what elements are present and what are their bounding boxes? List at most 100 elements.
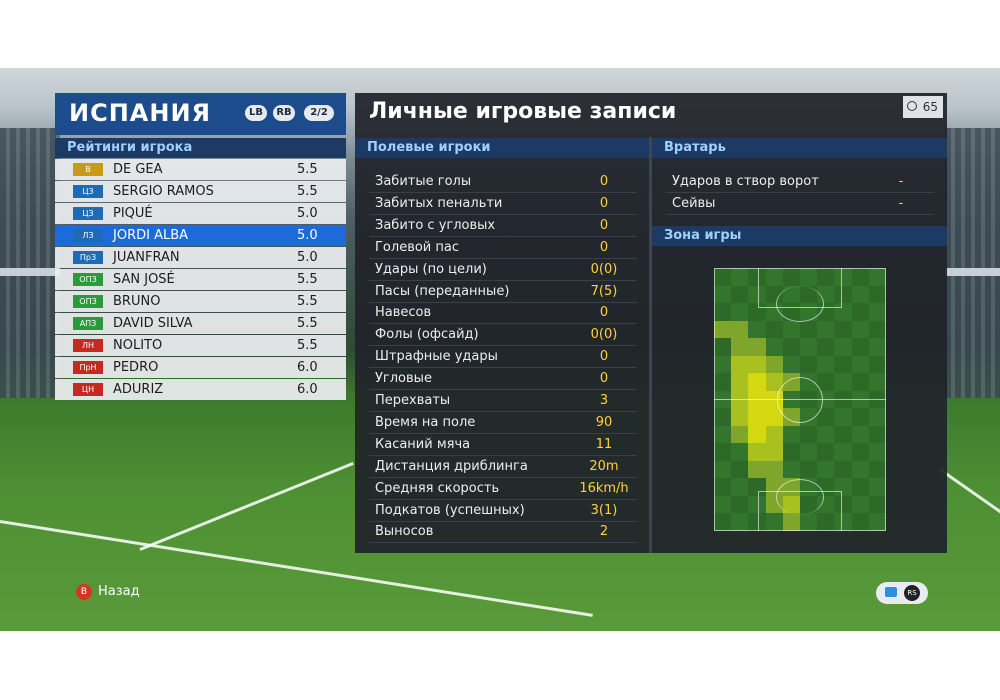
stat-value: 3(1) <box>590 502 618 518</box>
ad-board-right <box>945 268 1000 276</box>
heatmap-cell <box>851 303 870 321</box>
player-row[interactable]: АПЗ DAVID SILVA 5.5 <box>55 313 346 334</box>
player-row[interactable]: ЦН ADURIZ 6.0 <box>55 379 346 400</box>
heatmap-cell <box>851 285 870 304</box>
heatmap-cell <box>714 460 732 479</box>
stat-label: Забитых пенальти <box>375 195 503 211</box>
position-badge: ОПЗ <box>73 295 103 308</box>
heatmap-cell <box>748 373 767 391</box>
b-button-icon[interactable]: B <box>76 584 92 600</box>
chat-control[interactable]: RS <box>876 582 928 604</box>
stat-row: Угловые 0 <box>369 368 637 391</box>
heatmap-cell <box>868 443 886 461</box>
stat-row: Средняя скорость 16km/h <box>369 478 637 500</box>
stat-label: Подкатов (успешных) <box>375 502 525 518</box>
heatmap-cell <box>782 355 801 374</box>
heatmap-cell <box>748 355 767 374</box>
heatmap-cell <box>765 268 784 286</box>
heatmap-cell <box>834 460 853 479</box>
heatmap-cell <box>817 443 835 461</box>
heatmap-cell <box>765 320 784 339</box>
stat-label: Пасы (переданные) <box>375 283 510 299</box>
stat-value: 2 <box>599 524 609 540</box>
stat-label: Перехваты <box>375 393 451 408</box>
heatmap-cell <box>714 513 732 531</box>
zone-header: Зона игры <box>652 226 947 246</box>
heatmap-cell <box>765 373 784 391</box>
player-row[interactable]: ПрН PEDRO 6.0 <box>55 357 346 378</box>
heatmap-cell <box>817 320 835 339</box>
position-badge: ПрН <box>73 361 103 374</box>
heatmap-cell <box>868 495 886 514</box>
heatmap-cell <box>851 425 870 444</box>
heatmap-cell <box>714 285 732 304</box>
heatmap-cell <box>868 373 886 391</box>
heatmap-cell <box>714 443 732 461</box>
player-rating: 5.5 <box>297 184 318 199</box>
chat-icon[interactable] <box>885 587 897 597</box>
penalty-arc-bottom <box>776 479 824 515</box>
lb-button[interactable]: LB <box>245 105 267 121</box>
heatmap-cell <box>731 513 749 531</box>
player-row[interactable]: ОПЗ SAN JOSÉ 5.5 <box>55 269 346 290</box>
heatmap-cell <box>851 495 870 514</box>
player-row[interactable]: ЦЗ PIQUÉ 5.0 <box>55 203 346 224</box>
page-title: Личные игровые записи <box>369 99 677 124</box>
heatmap-cell <box>731 355 749 374</box>
back-label[interactable]: Назад <box>98 584 140 599</box>
heatmap-cell <box>851 338 870 356</box>
player-rating: 5.5 <box>297 316 318 331</box>
stat-value: 7(5) <box>590 283 618 299</box>
stat-row: Штрафные удары 0 <box>369 346 637 369</box>
position-badge: ОПЗ <box>73 273 103 286</box>
heatmap-cell <box>782 443 801 461</box>
heatmap-cell <box>731 478 749 496</box>
player-name: ADURIZ <box>113 382 164 397</box>
heatmap-cell <box>868 478 886 496</box>
panel-divider <box>649 137 652 553</box>
heatmap-cell <box>800 513 818 531</box>
player-row[interactable]: ПрЗ JUANFRAN 5.0 <box>55 247 346 268</box>
heatmap-cell <box>834 408 853 426</box>
heatmap-cell <box>817 513 835 531</box>
heatmap-cell <box>868 513 886 531</box>
stat-value: 0(0) <box>590 327 618 343</box>
heatmap-cell <box>748 268 767 286</box>
heatmap-cell <box>748 320 767 339</box>
heatmap-cell <box>817 408 835 426</box>
player-name: PEDRO <box>113 360 159 375</box>
heatmap-cell <box>817 355 835 374</box>
heatmap-cell <box>731 303 749 321</box>
heatmap-cell <box>731 320 749 339</box>
heatmap-cell <box>834 373 853 391</box>
player-row[interactable]: ЦЗ SERGIO RAMOS 5.5 <box>55 181 346 202</box>
stat-row: Пасы (переданные) 7(5) <box>369 281 637 303</box>
heatmap-cell <box>817 338 835 356</box>
player-row[interactable]: ЛЗ JORDI ALBA 5.0 <box>55 225 346 246</box>
heatmap-cell <box>748 443 767 461</box>
position-badge: ЦЗ <box>73 185 103 198</box>
stat-value: 0 <box>599 349 609 365</box>
stat-value: 0 <box>599 195 609 211</box>
heatmap-cell <box>731 373 749 391</box>
heatmap-cell <box>817 460 835 479</box>
rb-button[interactable]: RB <box>273 105 295 121</box>
player-name: BRUNO <box>113 294 161 309</box>
player-row[interactable]: ОПЗ BRUNO 5.5 <box>55 291 346 312</box>
player-rating: 5.5 <box>297 294 318 309</box>
player-row[interactable]: В DE GEA 5.5 <box>55 159 346 180</box>
center-circle <box>777 377 823 423</box>
heatmap-cell <box>851 268 870 286</box>
heatmap-cell <box>834 268 853 286</box>
heatmap-cell <box>765 460 784 479</box>
heatmap-cell <box>834 355 853 374</box>
stat-value: 0 <box>599 174 609 189</box>
rs-button-icon[interactable]: RS <box>904 585 920 601</box>
heatmap-cell <box>834 443 853 461</box>
heatmap-cell <box>834 425 853 444</box>
player-name: SERGIO RAMOS <box>113 184 214 199</box>
heatmap-cell <box>748 285 767 304</box>
player-row[interactable]: ЛН NOLITO 5.5 <box>55 335 346 356</box>
player-rating: 5.0 <box>297 250 318 265</box>
position-badge: ЛН <box>73 339 103 352</box>
